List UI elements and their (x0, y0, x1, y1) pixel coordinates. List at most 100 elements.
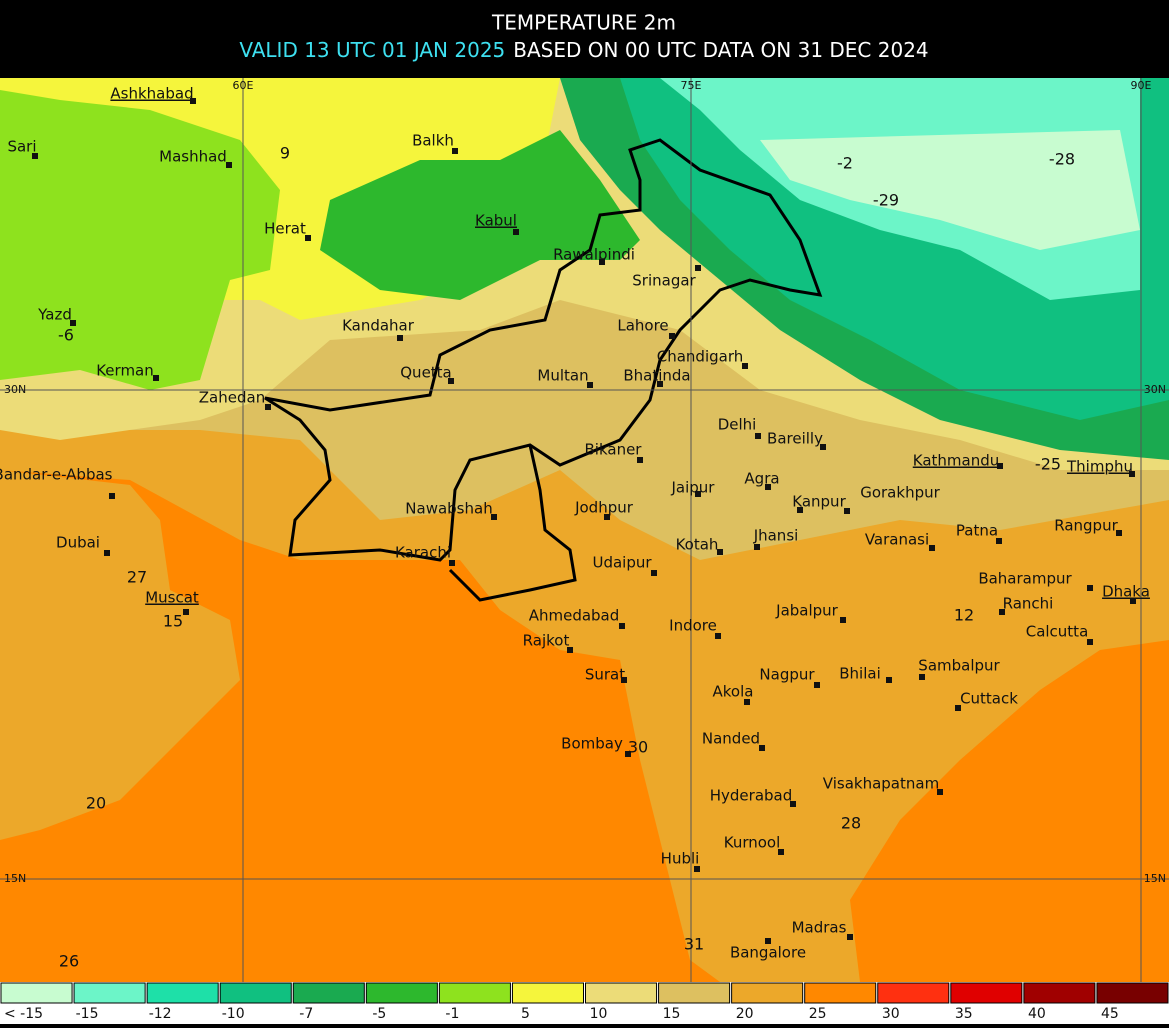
city-marker (999, 609, 1005, 615)
city-label: Kandahar (342, 317, 415, 335)
city-marker (604, 514, 610, 520)
city-marker (742, 363, 748, 369)
city-marker (637, 457, 643, 463)
city-label: Karachi (395, 544, 451, 562)
city-label: Kathmandu (913, 452, 1000, 470)
map-labels: 60E 75E 90E 30N 30N 15N 15N Ashkhabad Sari Mashha… (0, 79, 1166, 971)
temperature-value: -6 (58, 326, 74, 345)
city-label: Jabalpur (775, 602, 839, 620)
city-label: Mashhad (159, 148, 227, 166)
city-marker (778, 849, 784, 855)
longitude-label: 60E (233, 79, 254, 92)
city-marker (1129, 471, 1135, 477)
valid-time: VALID 13 UTC 01 JAN 2025 (239, 38, 505, 62)
city-marker (919, 674, 925, 680)
temperature-value: -25 (1035, 455, 1061, 474)
latitude-label: 30N (1144, 383, 1166, 396)
legend-label: < -15 (4, 1006, 43, 1022)
city-marker (694, 866, 700, 872)
city-label: Cuttack (960, 690, 1018, 708)
legend-label: 5 (521, 1006, 530, 1022)
city-label: Dubai (56, 534, 100, 552)
legend-label: 40 (1028, 1006, 1046, 1022)
city-marker (765, 484, 771, 490)
city-marker (1130, 598, 1136, 604)
city-label: Agra (744, 470, 779, 488)
city-label: Bhilai (839, 665, 881, 683)
legend-swatch (438, 982, 511, 1004)
city-marker (619, 623, 625, 629)
city-marker (929, 545, 935, 551)
latitude-label: 15N (1144, 872, 1166, 885)
longitude-label: 75E (681, 79, 702, 92)
city-marker (491, 514, 497, 520)
borders (264, 138, 823, 602)
city-marker (1087, 639, 1093, 645)
city-label: Udaipur (592, 554, 652, 572)
city-label: Baharampur (978, 570, 1072, 588)
legend-swatch (0, 982, 73, 1004)
latitude-label: 30N (4, 383, 26, 396)
subtitle: VALID 13 UTC 01 JAN 2025 BASED ON 00 UTC … (239, 38, 928, 62)
legend-label: -1 (445, 1006, 459, 1022)
legend-label: 20 (736, 1006, 754, 1022)
city-marker (153, 375, 159, 381)
city-marker (759, 745, 765, 751)
city-label: Surat (585, 666, 625, 684)
city-marker (452, 148, 458, 154)
city-label: Rangpur (1054, 517, 1118, 535)
city-marker (226, 162, 232, 168)
city-label: Gorakhpur (860, 484, 940, 502)
city-marker (190, 98, 196, 104)
city-marker (305, 235, 311, 241)
temperature-value: -2 (837, 154, 853, 173)
city-marker (183, 609, 189, 615)
city-marker (755, 433, 761, 439)
city-label: Bangalore (730, 944, 806, 962)
longitude-label: 90E (1131, 79, 1152, 92)
city-label: Lahore (617, 317, 668, 335)
city-label: Delhi (718, 416, 757, 434)
legend-swatch (219, 982, 292, 1004)
legend-label: 45 (1101, 1006, 1119, 1022)
city-marker (448, 378, 454, 384)
legend-swatch (1023, 982, 1096, 1004)
temperature-value: 9 (280, 144, 290, 163)
legend-label: -15 (76, 1006, 99, 1022)
city-label: Visakhapatnam (823, 775, 939, 793)
city-label: Hubli (661, 850, 700, 868)
temperature-value: 31 (684, 935, 704, 954)
temperature-value: 28 (841, 814, 861, 833)
city-label: Indore (669, 617, 717, 635)
legend-swatch (804, 982, 877, 1004)
city-label: Varanasi (865, 531, 929, 549)
city-label: Quetta (400, 364, 452, 382)
legend-label: -7 (299, 1006, 313, 1022)
city-label: Muscat (145, 589, 199, 607)
city-label: Hyderabad (710, 787, 793, 805)
city-label: Jodhpur (574, 499, 634, 517)
legend-label: 25 (809, 1006, 827, 1022)
temperature-value: -29 (873, 191, 899, 210)
city-marker (397, 335, 403, 341)
city-label: Balkh (412, 132, 454, 150)
city-marker (657, 381, 663, 387)
city-label: Bombay (561, 735, 623, 753)
city-label: Kerman (96, 362, 154, 380)
temperature-value: 30 (628, 738, 648, 757)
legend-label: 10 (590, 1006, 608, 1022)
city-marker (1087, 585, 1093, 591)
city-label: Nagpur (759, 666, 815, 684)
city-label: Ahmedabad (529, 607, 620, 625)
legend-label: -12 (149, 1006, 172, 1022)
temperature-value: 20 (86, 794, 106, 813)
city-marker (70, 320, 76, 326)
city-marker (109, 493, 115, 499)
city-label: Kurnool (724, 834, 781, 852)
city-marker (814, 682, 820, 688)
city-label: Akola (713, 683, 754, 701)
city-marker (567, 647, 573, 653)
city-marker (695, 491, 701, 497)
city-label: Kanpur (792, 493, 846, 511)
